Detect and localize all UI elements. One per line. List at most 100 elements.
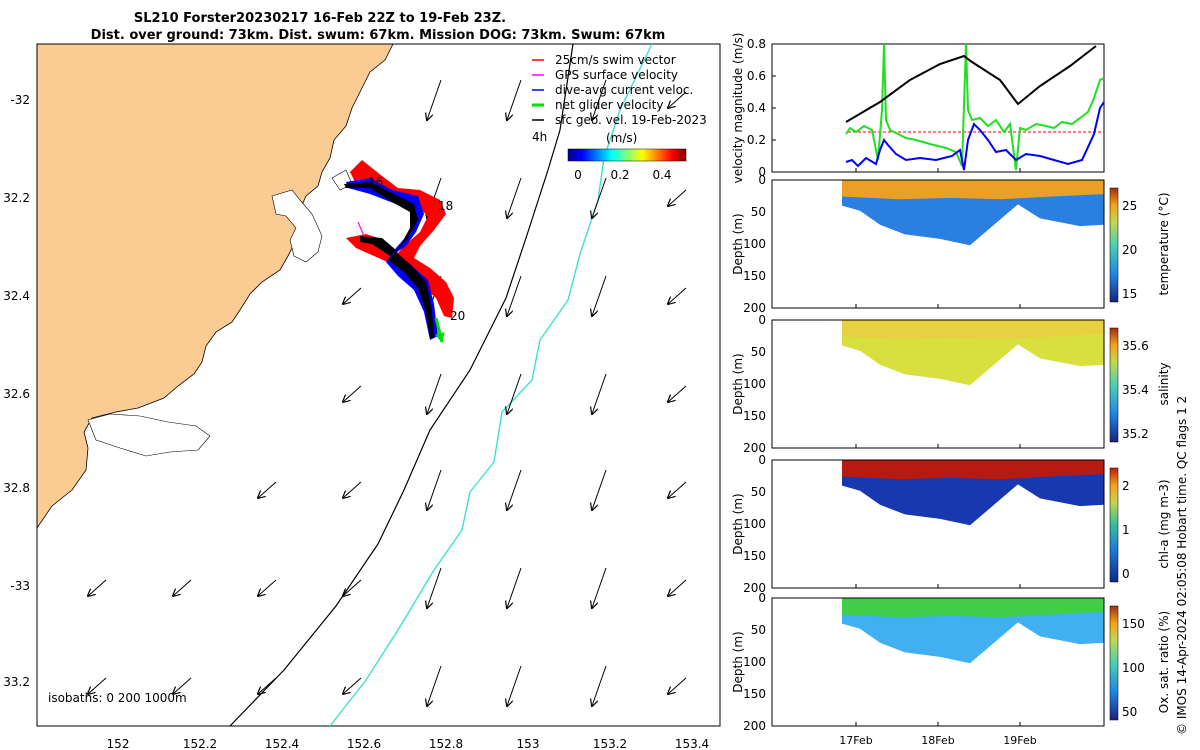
chla-colorbar-label: chl-a (mg m-3)	[1157, 479, 1171, 568]
salinity-section-panel: Depth (m) 0 50 100 150 200 35.2 35.4 35.6 salinit…	[731, 313, 1171, 455]
colorbar-tick: 2	[1122, 479, 1130, 493]
geo-velocity-line	[845, 45, 1097, 123]
geo-velocity-arrow	[668, 481, 687, 498]
geo-velocity-arrow	[427, 567, 442, 608]
legend-entry: net glider velocity	[555, 98, 663, 112]
temperature-section-panel: Depth (m) 0 50 100 150 200 15 20 25 temperature (…	[731, 173, 1171, 315]
geo-velocity-arrow	[592, 567, 607, 608]
dive-avg-current-line	[845, 101, 1105, 171]
geo-velocity-arrow	[592, 373, 607, 414]
lat-tick-label: -33	[10, 579, 30, 593]
lat-tick-label: 32.6	[3, 387, 30, 401]
track-label: 16	[368, 175, 383, 189]
temperature-colorbar-label: temperature (°C)	[1157, 193, 1171, 296]
colorbar-tick: 15	[1122, 287, 1137, 301]
velocity-panel: velocity magnitude (m/s) 0 0.2 0.4 0.6 0.8	[731, 33, 1105, 184]
geo-velocity-arrow	[507, 177, 522, 218]
colorbar-tick: 25	[1122, 199, 1137, 213]
depth-tick: 200	[743, 301, 766, 315]
depth-tick: 100	[743, 377, 766, 391]
legend-entry: 25cm/s swim vector	[555, 53, 676, 67]
colorbar-tick: 50	[1122, 705, 1137, 719]
geo-velocity-arrow	[668, 677, 687, 694]
depth-tick: 150	[743, 549, 766, 563]
geo-velocity-arrow	[507, 665, 522, 706]
track-label: 20	[450, 309, 465, 323]
geo-velocity-arrow	[427, 469, 442, 510]
depth-tick: 100	[743, 517, 766, 531]
temperature-colorbar	[1109, 187, 1119, 303]
depth-tick: 0	[758, 173, 766, 187]
legend-entry: GPS surface velocity	[555, 68, 678, 82]
lake	[271, 189, 323, 263]
colorbar-tick: 0	[1122, 567, 1130, 581]
geo-velocity-arrow	[173, 677, 192, 694]
lat-tick-label: 33.2	[3, 675, 30, 689]
geo-velocity-arrow	[258, 579, 277, 596]
depth-tick: 0	[758, 313, 766, 327]
oxygen-section-panel: Depth (m) 0 50 100 150 200 50 100 150 Ox. sat. ra…	[731, 591, 1171, 733]
lon-tick-label: 153.2	[593, 737, 627, 750]
depth-tick: 200	[743, 719, 766, 733]
lon-tick-label: 152.4	[265, 737, 299, 750]
chla-section-panel: Depth (m) 0 50 100 150 200 0 1 2 chl-a (mg m-3)	[731, 453, 1171, 595]
geo-velocity-arrow	[343, 579, 362, 596]
chla-colorbar	[1109, 467, 1119, 583]
geo-velocity-arrow	[88, 579, 107, 596]
geo-velocity-arrow	[427, 79, 442, 120]
lon-tick-label: 152	[107, 737, 130, 750]
coastline-land	[36, 43, 394, 530]
depth-tick: 150	[743, 687, 766, 701]
geo-velocity-arrow	[507, 567, 522, 608]
colorbar-tick: 0.4	[652, 168, 671, 182]
colorbar-tick: 150	[1122, 617, 1145, 631]
legend-entry: dive-avg current veloc.	[555, 83, 693, 97]
date-tick: 19Feb	[1003, 734, 1036, 747]
chla-depth-label: Depth (m)	[731, 493, 745, 554]
geo-velocity-arrow	[592, 79, 607, 120]
lat-tick-label: 32.4	[3, 289, 30, 303]
depth-tick: 0	[758, 591, 766, 605]
oxygen-colorbar	[1109, 605, 1119, 721]
colorbar-tick: 35.2	[1122, 427, 1149, 441]
title-line-1: SL210 Forster20230217 16-Feb 22Z to 19-F…	[134, 11, 506, 26]
velocity-y-tick: 0.8	[747, 37, 766, 51]
geo-velocity-arrow	[343, 481, 362, 498]
colorbar-unit: (m/s)	[606, 131, 637, 145]
geo-velocity-arrow	[343, 385, 362, 402]
geo-velocity-arrow	[668, 91, 687, 108]
depth-tick: 50	[751, 345, 766, 359]
colorbar-tick: 0	[574, 168, 582, 182]
velocity-y-tick: 0.4	[747, 101, 766, 115]
geo-velocity-arrow	[668, 385, 687, 402]
colorbar-tick: 100	[1122, 661, 1145, 675]
title-line-2: Dist. over ground: 73km. Dist. swum: 67k…	[91, 28, 666, 43]
net-glider-speed-line	[845, 43, 1105, 171]
track-label: 18	[438, 199, 453, 213]
colorbar-tick: 0.2	[610, 168, 629, 182]
date-tick: 18Feb	[921, 734, 954, 747]
isobath-200	[229, 43, 574, 727]
geo-velocity-arrow	[507, 469, 522, 510]
lat-tick-label: 32.2	[3, 191, 30, 205]
depth-tick: 100	[743, 655, 766, 669]
lat-tick-label: -32	[10, 93, 30, 107]
geo-velocity-arrow	[592, 275, 607, 316]
salinity-colorbar-label: salinity	[1157, 362, 1171, 405]
legend-entry: sfc geo. vel. 19-Feb-2023	[555, 113, 707, 127]
geo-velocity-arrow	[258, 677, 277, 694]
depth-tick: 0	[758, 453, 766, 467]
lon-tick-label: 152.2	[183, 737, 217, 750]
velocity-y-tick: 0	[758, 165, 766, 179]
colorbar-tick: 1	[1122, 523, 1130, 537]
depth-tick: 50	[751, 205, 766, 219]
side-note: © IMOS 14-Apr-2024 02:05:08 Hobart time.…	[1175, 396, 1189, 735]
speed-colorbar	[567, 148, 687, 162]
velocity-ylabel: velocity magnitude (m/s)	[731, 33, 745, 184]
geo-velocity-arrow	[507, 373, 522, 414]
geo-velocity-arrow	[507, 275, 522, 316]
date-tick: 17Feb	[839, 734, 872, 747]
geo-velocity-arrow	[592, 177, 607, 218]
velocity-y-tick: 0.6	[747, 69, 766, 83]
